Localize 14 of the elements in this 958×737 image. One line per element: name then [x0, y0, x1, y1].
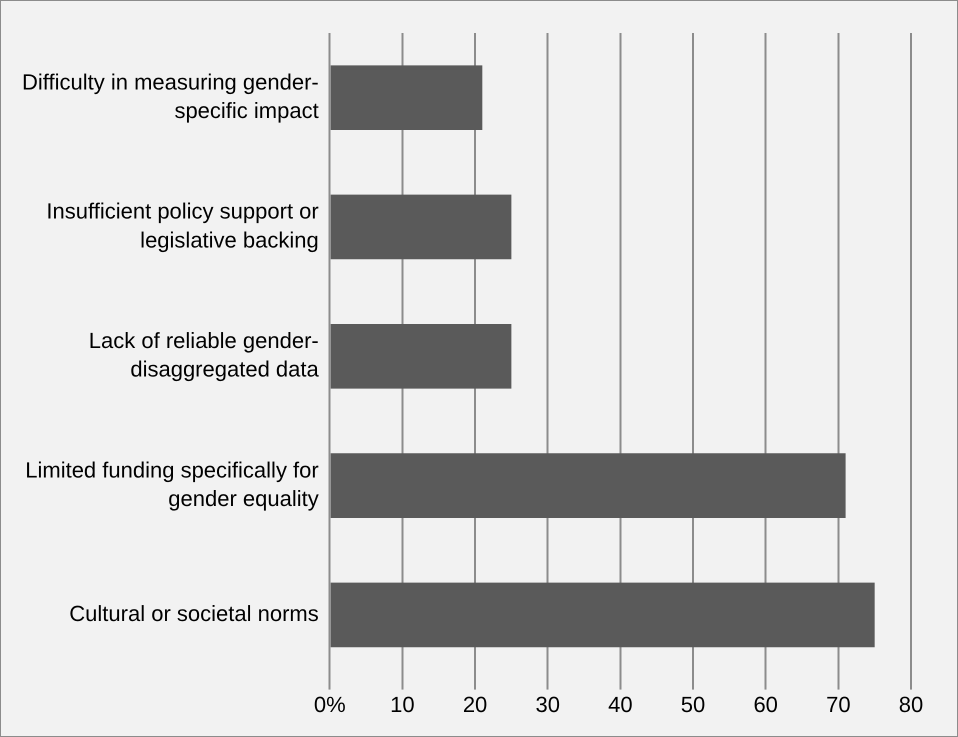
y-tick-label: Limited funding specifically for gender equality — [25, 457, 319, 511]
x-tick-label: 60 — [753, 692, 778, 717]
x-tick-label: 70 — [826, 692, 851, 717]
x-tick-label: 10 — [390, 692, 415, 717]
y-tick-label: Difficulty in measuring gender-specific impact — [22, 69, 319, 124]
x-tick-label: 30 — [535, 692, 560, 717]
x-tick-label: 50 — [680, 692, 706, 717]
x-tick-label: 20 — [462, 692, 488, 717]
y-tick-label: Lack of reliable gender-disaggregated data — [88, 328, 320, 382]
x-tick-label: 0% — [314, 692, 346, 717]
x-tick-label: 40 — [608, 692, 633, 717]
x-tick-label: 80 — [898, 692, 924, 717]
y-tick-label: Cultural or societal norms — [69, 601, 319, 626]
y-tick-label: Insufficient policy support or legislative backing — [46, 198, 319, 252]
